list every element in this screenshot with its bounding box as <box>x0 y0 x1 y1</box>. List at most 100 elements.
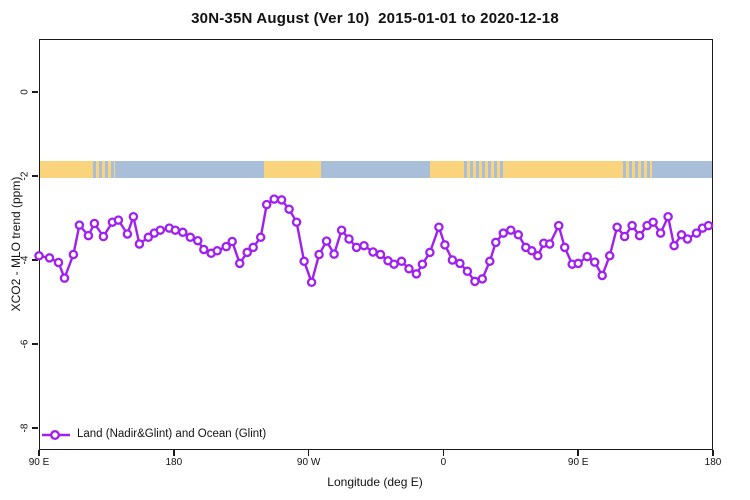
data-point-marker <box>498 228 509 238</box>
map-strip-segment-ocean <box>320 161 430 178</box>
x-tick-label: 180 <box>704 457 722 468</box>
data-point-marker <box>134 239 145 249</box>
data-point-marker <box>314 249 324 260</box>
data-point-marker <box>68 249 79 260</box>
x-tick-mark <box>442 450 445 456</box>
data-point-marker <box>261 199 272 210</box>
data-point-marker <box>634 230 645 241</box>
data-point-marker <box>284 204 294 214</box>
map-strip-segment-land <box>503 161 621 178</box>
map-strip-segment-mixed <box>461 161 504 178</box>
data-point-marker <box>74 220 85 230</box>
data-point-marker <box>669 240 679 251</box>
y-tick-mark <box>32 343 38 345</box>
map-strip-segment-ocean <box>115 161 264 178</box>
data-point-marker <box>98 231 109 242</box>
data-point-marker <box>553 220 564 231</box>
data-point-marker <box>676 230 687 240</box>
data-point-marker <box>425 247 435 258</box>
data-point-marker <box>389 259 399 269</box>
data-point-marker <box>455 258 465 269</box>
data-point-marker <box>612 222 622 232</box>
x-tick-label: 90 E <box>567 457 589 468</box>
data-point-marker <box>411 269 422 279</box>
data-point-marker <box>655 228 666 238</box>
x-tick-mark <box>307 450 310 456</box>
data-point-marker <box>627 220 637 231</box>
data-point-marker <box>122 229 133 239</box>
data-point-marker <box>604 251 615 261</box>
data-point-marker <box>89 218 100 229</box>
legend-marker-icon <box>50 430 61 441</box>
map-strip-segment-land <box>429 161 462 178</box>
data-point-marker <box>34 251 44 261</box>
data-point-marker <box>359 240 369 251</box>
data-point-marker <box>212 246 222 256</box>
map-strip-segment-mixed <box>620 161 652 178</box>
data-point-marker <box>440 240 450 250</box>
data-point-marker <box>59 273 70 283</box>
data-point-marker <box>269 194 279 204</box>
data-point-marker <box>351 242 362 253</box>
data-point-marker <box>582 251 592 262</box>
data-point-marker <box>242 247 252 258</box>
data-point-marker <box>234 258 245 269</box>
data-point-marker <box>485 256 495 267</box>
data-point-marker <box>533 251 543 261</box>
data-point-marker <box>155 225 166 235</box>
data-point-marker <box>128 211 139 222</box>
data-point-marker <box>321 236 332 246</box>
data-point-marker <box>589 257 600 267</box>
map-strip-segment-land <box>39 161 90 178</box>
data-point-marker <box>404 264 414 274</box>
data-point-marker <box>299 256 309 267</box>
x-tick-mark <box>38 450 40 456</box>
data-point-marker <box>691 228 702 238</box>
data-point-marker <box>477 274 488 284</box>
data-point-marker <box>227 236 237 247</box>
data-point-marker <box>703 220 714 231</box>
data-point-marker <box>513 230 524 240</box>
data-point-marker <box>248 242 258 253</box>
data-point-marker <box>344 234 354 244</box>
x-tick-mark <box>712 450 714 456</box>
y-tick-mark <box>32 259 38 261</box>
data-point-marker <box>368 247 378 257</box>
data-point-marker <box>648 217 658 227</box>
data-point-marker <box>375 249 386 260</box>
data-point-marker <box>682 234 693 244</box>
x-tick-label: 180 <box>165 457 183 468</box>
x-tick-mark <box>173 450 175 456</box>
x-tick-label: 90 E <box>28 457 50 468</box>
x-tick-label: 90 W <box>296 457 321 468</box>
data-point-marker <box>417 259 428 269</box>
data-point-marker <box>559 242 570 253</box>
map-strip-segment-land <box>263 161 321 178</box>
data-point-marker <box>663 211 673 222</box>
data-point-marker <box>506 225 516 235</box>
x-tick-label: 0 <box>440 457 447 468</box>
map-strip-segment-ocean <box>651 161 713 178</box>
data-point-marker <box>329 249 339 259</box>
legend-label: Land (Nadir&Glint) and Ocean (Glint) <box>77 428 267 440</box>
data-point-marker <box>185 232 196 243</box>
data-point-marker <box>491 237 501 248</box>
data-point-marker <box>573 258 583 269</box>
data-point-marker <box>462 266 473 277</box>
data-point-marker <box>447 255 458 265</box>
data-point-marker <box>291 217 302 227</box>
data-point-marker <box>53 257 64 268</box>
y-tick-mark <box>32 175 38 177</box>
chart-title: 30N-35N August (Ver 10) 2015-01-01 to 20… <box>191 10 559 27</box>
data-point-marker <box>527 246 537 256</box>
x-axis-title: Longitude (deg E) <box>327 475 423 489</box>
data-point-marker <box>221 241 231 252</box>
y-tick-mark <box>32 91 38 93</box>
data-point-marker <box>306 277 317 288</box>
data-point-marker <box>193 235 203 246</box>
data-point-marker <box>44 253 55 263</box>
data-point-marker <box>113 215 124 225</box>
map-strip-segment-mixed <box>89 161 116 178</box>
